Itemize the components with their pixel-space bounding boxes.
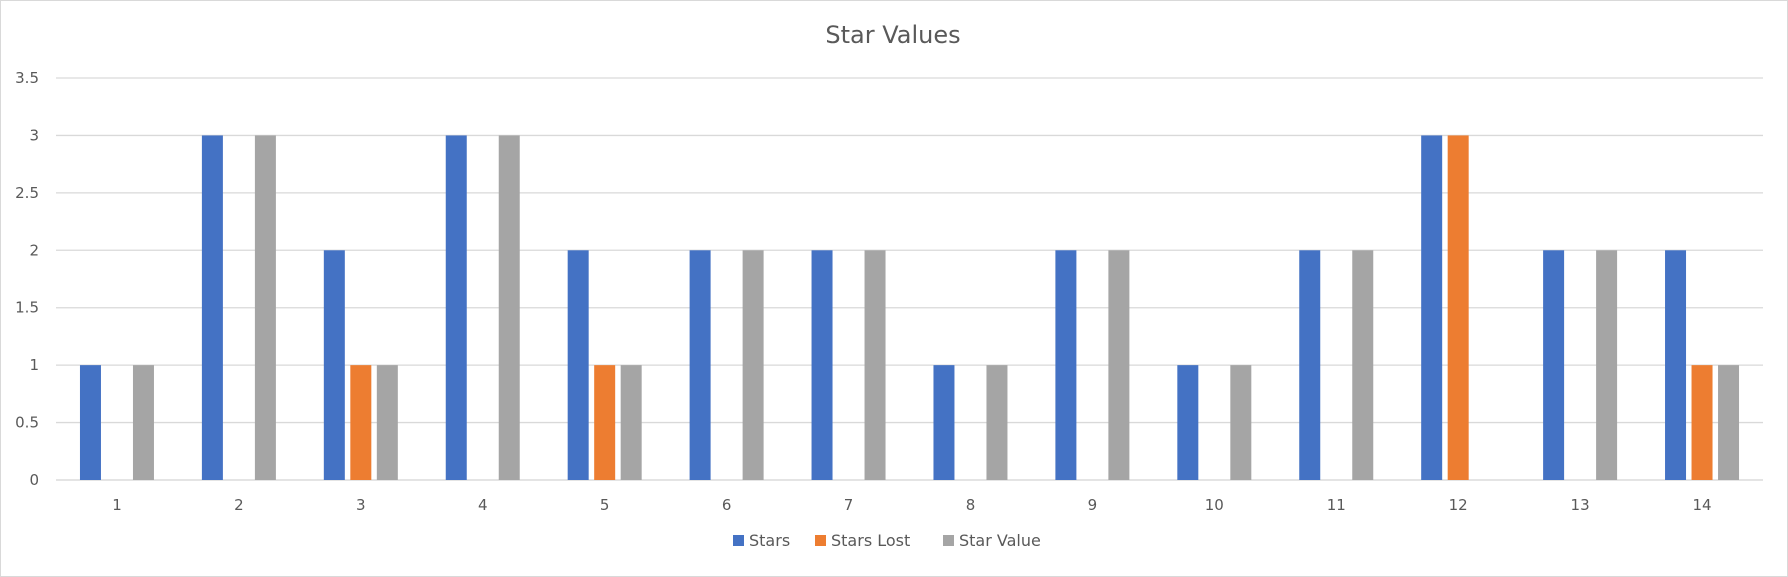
bar-stars-lost-14 <box>1691 365 1713 480</box>
bar-stars-2 <box>201 135 223 480</box>
x-tick-label: 13 <box>1571 496 1590 514</box>
bar-stars-14 <box>1665 250 1687 480</box>
chart-title: Star Values <box>825 21 960 49</box>
bar-stars-lost-3 <box>350 365 372 480</box>
bar-star-value-10 <box>1230 365 1252 480</box>
legend-label: Star Value <box>959 531 1041 550</box>
legend-swatch <box>815 535 826 546</box>
x-tick-label: 6 <box>722 496 732 514</box>
y-tick-label: 3 <box>29 126 39 144</box>
x-tick-label: 9 <box>1088 496 1098 514</box>
x-tick-label: 12 <box>1449 496 1468 514</box>
legend-label: Stars <box>749 531 790 550</box>
bar-star-value-1 <box>132 365 154 480</box>
legend-swatch <box>733 535 744 546</box>
bar-star-value-8 <box>986 365 1008 480</box>
y-tick-label: 2.5 <box>15 184 39 202</box>
bar-stars-1 <box>79 365 101 480</box>
bar-stars-lost-12 <box>1447 135 1469 480</box>
legend: Stars Stars Lost Star Value <box>733 531 1041 550</box>
bar-star-value-7 <box>864 250 886 480</box>
x-tick-label: 1 <box>112 496 122 514</box>
x-tick-label: 2 <box>234 496 244 514</box>
legend-swatch <box>943 535 954 546</box>
y-axis-ticks: 0 0.5 1 1.5 2 2.5 3 3.5 <box>15 69 39 489</box>
bar-star-value-3 <box>376 365 398 480</box>
bar-stars-7 <box>811 250 833 480</box>
bar-stars-11 <box>1299 250 1321 480</box>
bar-stars-13 <box>1543 250 1565 480</box>
y-tick-label: 0 <box>29 471 39 489</box>
bar-star-value-4 <box>498 135 520 480</box>
bars <box>79 135 1740 480</box>
x-axis-ticks: 1 2 3 4 5 6 7 8 9 10 11 12 13 14 <box>112 496 1711 514</box>
y-tick-label: 1 <box>29 356 39 374</box>
bar-stars-12 <box>1421 135 1443 480</box>
bar-stars-9 <box>1055 250 1077 480</box>
bar-star-value-6 <box>742 250 764 480</box>
x-tick-label: 5 <box>600 496 610 514</box>
bar-stars-3 <box>323 250 345 480</box>
x-tick-label: 4 <box>478 496 488 514</box>
x-tick-label: 14 <box>1692 496 1711 514</box>
bar-stars-6 <box>689 250 711 480</box>
bar-stars-lost-5 <box>594 365 616 480</box>
bar-star-value-2 <box>254 135 276 480</box>
bar-star-value-13 <box>1596 250 1618 480</box>
y-tick-label: 2 <box>29 241 39 259</box>
bar-stars-8 <box>933 365 955 480</box>
bar-star-value-14 <box>1718 365 1740 480</box>
bar-stars-4 <box>445 135 467 480</box>
x-tick-label: 11 <box>1327 496 1346 514</box>
bar-stars-5 <box>567 250 589 480</box>
y-tick-label: 3.5 <box>15 69 39 87</box>
x-tick-label: 10 <box>1205 496 1224 514</box>
legend-label: Stars Lost <box>831 531 910 550</box>
x-tick-label: 3 <box>356 496 366 514</box>
x-tick-label: 7 <box>844 496 854 514</box>
bar-star-value-9 <box>1108 250 1130 480</box>
gridlines <box>56 77 1763 481</box>
x-tick-label: 8 <box>966 496 976 514</box>
bar-star-value-5 <box>620 365 642 480</box>
bar-star-value-11 <box>1352 250 1374 480</box>
y-tick-label: 0.5 <box>15 414 39 432</box>
y-tick-label: 1.5 <box>15 299 39 317</box>
bar-stars-10 <box>1177 365 1199 480</box>
